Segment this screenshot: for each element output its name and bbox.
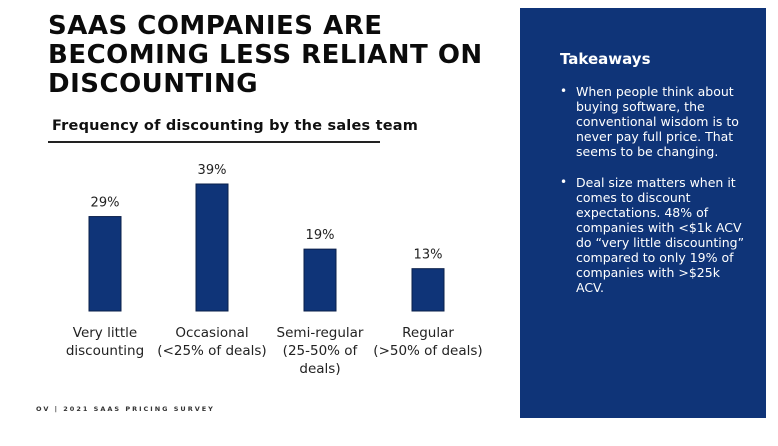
category-label-3: Semi-regular (25-50% of deals) [276, 325, 364, 377]
chart-title: Frequency of discounting by the sales te… [52, 118, 419, 134]
data-label-1: 29% [91, 196, 120, 211]
takeaway-text: When people think about buying software,… [576, 84, 739, 159]
category-label-1: Very little discounting [65, 325, 145, 359]
takeaways-panel: Takeaways • When people think about buyin… [520, 8, 766, 418]
category-label-4: Regular (>50% of deals) [373, 325, 483, 359]
title-underline [48, 141, 380, 143]
bar-chart: 29% 39% 19% 13% [88, 163, 445, 312]
category-label-2: Occasional (<25% of deals) [157, 325, 267, 359]
data-label-4: 13% [414, 248, 443, 263]
footer-source: OV | 2021 SAAS PRICING SURVEY [36, 405, 215, 413]
bar-1 [88, 216, 122, 312]
bullet-icon: • [560, 84, 568, 98]
bar-4 [411, 268, 445, 312]
takeaways-heading: Takeaways [560, 50, 651, 68]
takeaway-item: • Deal size matters when it comes to disc… [560, 175, 748, 295]
bar-2 [195, 183, 229, 312]
takeaway-text: Deal size matters when it comes to disco… [576, 175, 745, 295]
data-label-2: 39% [198, 163, 227, 178]
bar-3 [303, 248, 337, 312]
data-label-3: 19% [306, 228, 335, 243]
takeaways-list: • When people think about buying software… [560, 84, 748, 295]
slide-title: SAAS COMPANIES ARE BECOMING LESS RELIANT… [48, 11, 483, 99]
bullet-icon: • [560, 175, 568, 189]
takeaway-item: • When people think about buying software… [560, 84, 748, 159]
